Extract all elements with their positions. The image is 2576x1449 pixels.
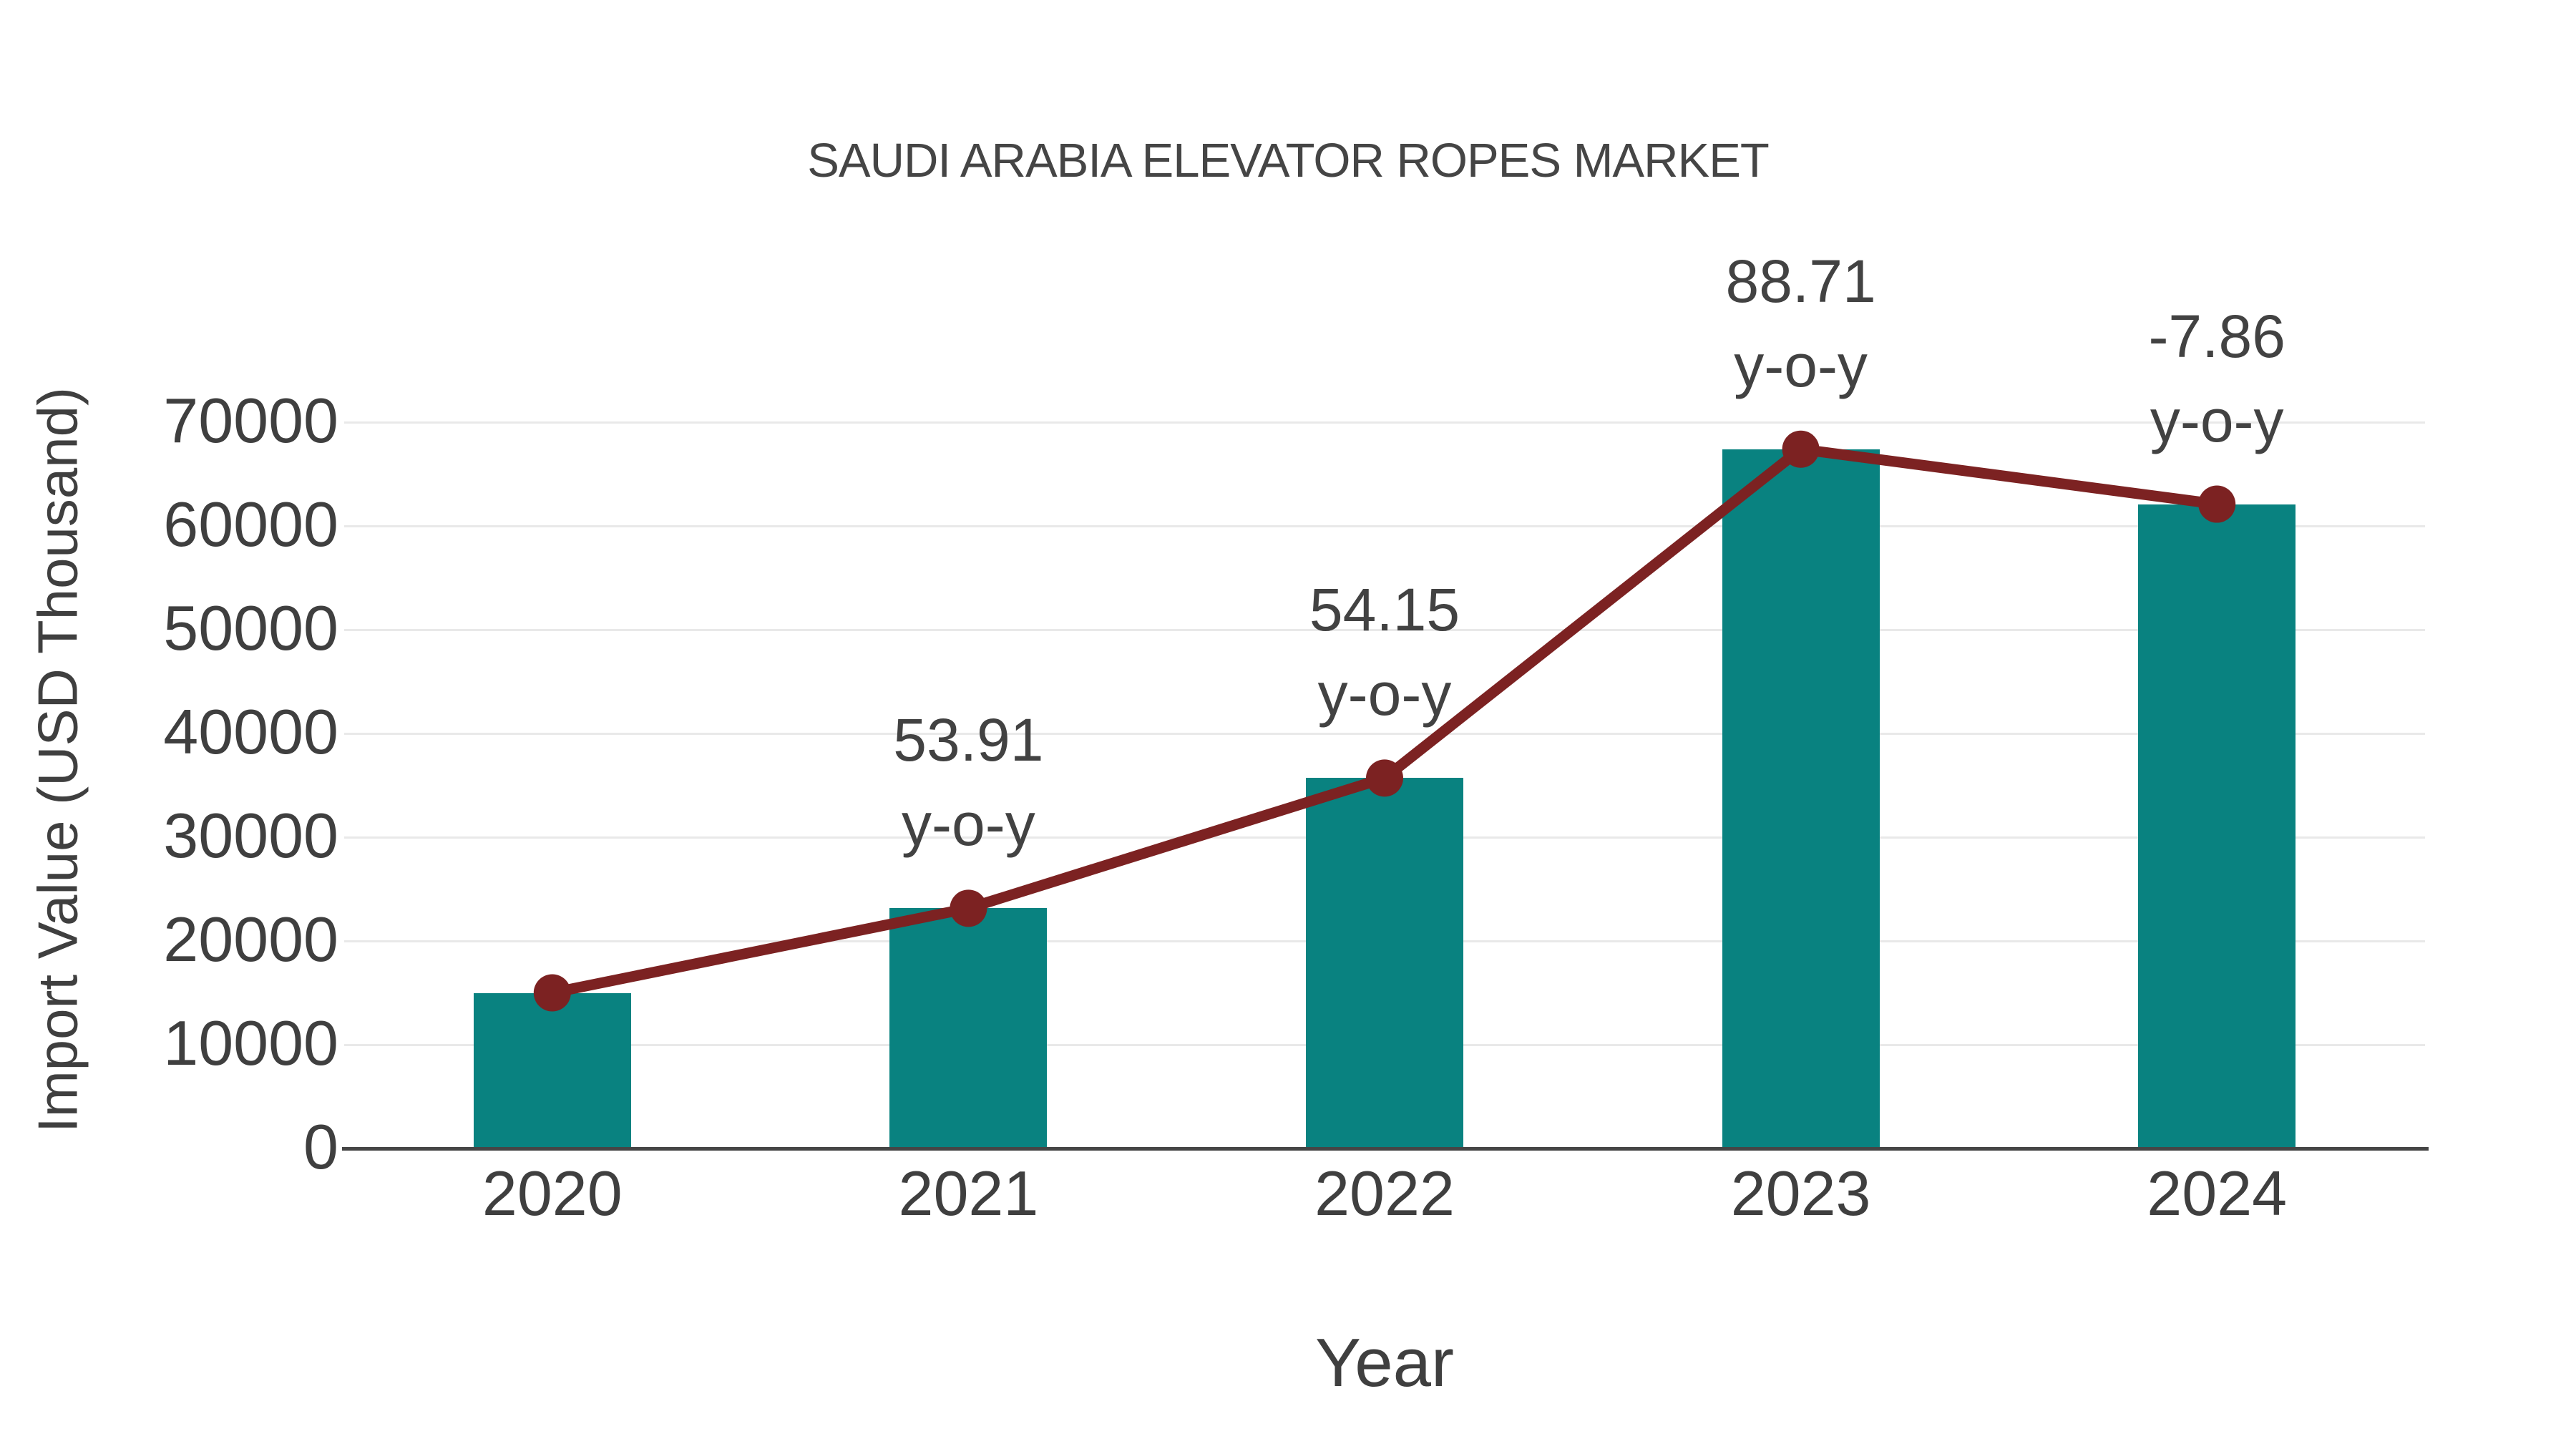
y-tick-label-70000: 70000 [163, 384, 338, 456]
yoy-annotation-2023: 88.71 y-o-y [1725, 239, 1875, 408]
x-axis-line [342, 1147, 2429, 1151]
x-tick-label-2021: 2021 [898, 1158, 1039, 1229]
yoy-suffix-2024: y-o-y [2150, 386, 2284, 454]
bar-2023 [1722, 449, 1880, 1148]
y-tick-label-50000: 50000 [163, 592, 338, 663]
gridline-60000 [344, 525, 2425, 527]
yoy-suffix-2022: y-o-y [1317, 660, 1452, 728]
yoy-value-2023: 88.71 [1725, 247, 1876, 315]
yoy-annotation-2022: 54.15 y-o-y [1309, 567, 1460, 736]
x-axis-title: Year [1315, 1324, 1454, 1401]
x-tick-label-2022: 2022 [1314, 1158, 1455, 1229]
x-tick-label-2020: 2020 [482, 1158, 623, 1229]
y-tick-label-30000: 30000 [163, 799, 338, 871]
yoy-suffix-2021: y-o-y [902, 791, 1035, 859]
x-tick-label-2024: 2024 [2147, 1158, 2288, 1229]
y-tick-label-0: 0 [303, 1111, 338, 1182]
yoy-annotation-2021: 53.91 y-o-y [893, 698, 1043, 867]
chart-title: SAUDI ARABIA ELEVATOR ROPES MARKET [807, 134, 1770, 187]
x-tick-label-2023: 2023 [1730, 1158, 1871, 1229]
yoy-suffix-2023: y-o-y [1734, 331, 1868, 399]
yoy-annotation-2024: -7.86 y-o-y [2148, 294, 2285, 463]
y-tick-label-60000: 60000 [163, 488, 338, 560]
yoy-value-2024: -7.86 [2148, 302, 2285, 370]
yoy-value-2022: 54.15 [1309, 576, 1460, 644]
bar-2024 [2138, 504, 2296, 1148]
y-axis-title: Import Value (USD Thousand) [26, 387, 89, 1133]
y-tick-label-10000: 10000 [163, 1007, 338, 1078]
bar-2021 [889, 908, 1048, 1148]
y-tick-label-40000: 40000 [163, 696, 338, 767]
bar-2022 [1306, 778, 1463, 1148]
y-tick-label-20000: 20000 [163, 903, 338, 975]
bar-2020 [473, 992, 631, 1148]
yoy-value-2021: 53.91 [893, 706, 1044, 774]
gridline-70000 [344, 421, 2425, 424]
